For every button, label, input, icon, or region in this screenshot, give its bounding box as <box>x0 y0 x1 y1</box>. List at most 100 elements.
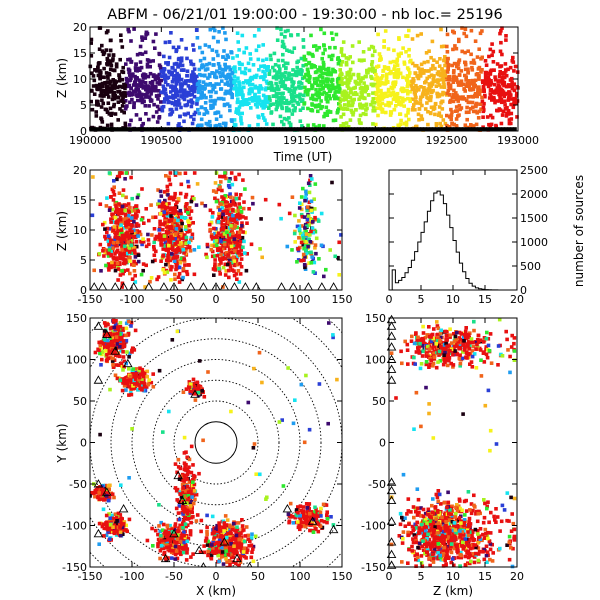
source-point <box>338 80 343 84</box>
source-point <box>306 181 311 186</box>
source-point <box>112 336 116 341</box>
source-point <box>205 242 210 247</box>
source-point <box>267 106 271 110</box>
source-point <box>471 87 476 92</box>
source-point <box>174 107 179 111</box>
source-point <box>492 68 496 72</box>
source-point <box>223 194 227 198</box>
source-point <box>189 88 193 92</box>
source-point <box>256 57 261 62</box>
source-point <box>264 97 268 101</box>
source-point <box>129 381 134 385</box>
source-point <box>105 353 109 357</box>
source-point <box>141 76 146 80</box>
source-point <box>104 48 109 52</box>
source-point <box>189 59 193 64</box>
source-point <box>144 244 149 249</box>
source-point <box>395 57 400 62</box>
source-point <box>443 63 447 68</box>
source-point <box>163 91 168 96</box>
source-point <box>116 236 120 241</box>
source-point <box>139 217 144 222</box>
source-point <box>378 103 383 108</box>
source-point <box>230 95 234 100</box>
source-point <box>431 88 435 93</box>
source-point <box>472 124 476 128</box>
station-marker <box>93 127 97 131</box>
source-point <box>170 265 174 269</box>
source-point <box>364 103 368 108</box>
source-point <box>104 107 109 112</box>
source-point <box>161 213 166 218</box>
source-point <box>341 112 346 117</box>
source-point <box>102 94 106 98</box>
source-point <box>124 223 128 228</box>
source-point <box>339 233 343 237</box>
source-point <box>187 480 192 484</box>
source-point <box>214 90 218 95</box>
source-point <box>150 86 155 91</box>
station-marker <box>345 127 349 131</box>
source-point <box>285 244 290 249</box>
source-point <box>334 32 339 37</box>
source-point <box>108 331 113 336</box>
source-point <box>478 102 483 106</box>
source-point <box>232 226 236 230</box>
source-point <box>495 90 499 94</box>
source-point <box>126 202 131 206</box>
source-point <box>307 60 312 65</box>
source-point <box>324 105 329 110</box>
source-point <box>137 375 142 380</box>
source-point <box>205 255 209 260</box>
source-point <box>120 343 125 347</box>
source-point <box>233 233 238 238</box>
source-point <box>207 44 211 49</box>
station-marker <box>108 127 112 131</box>
source-point <box>321 86 325 91</box>
source-point <box>486 75 491 79</box>
source-point <box>360 85 364 90</box>
source-point <box>228 108 232 113</box>
source-point <box>156 89 161 93</box>
source-point <box>113 94 117 98</box>
source-point <box>221 212 225 217</box>
source-point <box>108 355 113 359</box>
source-point <box>442 82 446 87</box>
source-point <box>245 221 249 225</box>
source-point <box>239 210 244 214</box>
source-point <box>504 73 509 78</box>
source-point <box>332 94 336 98</box>
source-point <box>436 80 440 85</box>
source-point <box>237 100 242 104</box>
source-point <box>366 70 370 75</box>
source-point <box>503 71 507 75</box>
source-point <box>171 45 176 50</box>
source-point <box>213 196 217 201</box>
source-point <box>133 255 138 259</box>
source-point <box>442 58 446 63</box>
source-point <box>191 101 195 105</box>
station-marker <box>126 127 130 131</box>
source-point <box>129 86 133 90</box>
source-point <box>166 254 171 258</box>
source-point <box>173 218 177 223</box>
source-point <box>221 121 226 126</box>
source-point <box>134 68 138 72</box>
source-point <box>181 236 186 241</box>
source-point <box>205 67 210 71</box>
source-point <box>324 77 329 81</box>
source-point <box>138 386 142 391</box>
source-point <box>302 75 307 79</box>
source-point <box>103 227 107 231</box>
source-point <box>264 122 269 126</box>
source-point <box>207 222 212 227</box>
source-point <box>157 232 162 236</box>
station-marker <box>507 127 511 131</box>
source-point <box>339 47 344 51</box>
source-point <box>284 66 288 71</box>
source-point <box>431 79 436 84</box>
source-point <box>193 474 197 479</box>
source-point <box>187 516 191 520</box>
source-point <box>267 82 271 86</box>
source-point <box>110 207 115 212</box>
